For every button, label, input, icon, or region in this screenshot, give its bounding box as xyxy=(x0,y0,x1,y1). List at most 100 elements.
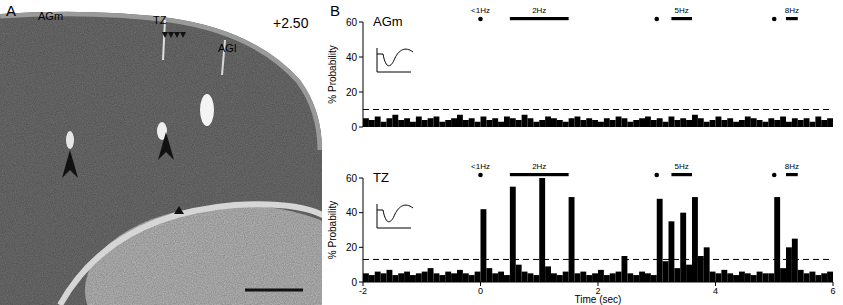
histogram-bar xyxy=(504,275,510,282)
histogram-bar xyxy=(633,275,639,282)
inset-waveform xyxy=(377,205,413,222)
figure: A+2.50AGmTZAGlB0204060% ProbabilityAGm<1… xyxy=(0,0,843,305)
histogram-bar xyxy=(457,115,463,127)
histogram-bar xyxy=(716,273,722,282)
histogram-bar xyxy=(698,118,704,127)
y-tick-label: 20 xyxy=(346,87,358,98)
region-label: AGl xyxy=(218,42,236,54)
y-tick xyxy=(359,178,363,179)
histogram-bar xyxy=(586,275,592,282)
chart-title: AGm xyxy=(373,14,403,29)
histogram-bar xyxy=(486,268,492,282)
histogram-bar xyxy=(586,118,592,127)
y-tick-label: 60 xyxy=(346,17,358,28)
section-coordinate: +2.50 xyxy=(273,15,309,31)
stimulus-bar xyxy=(510,17,569,20)
histogram-bar xyxy=(516,265,522,282)
histogram-bar xyxy=(674,268,680,282)
arrowhead xyxy=(168,32,174,38)
histogram-bar xyxy=(598,270,604,282)
x-tick-label: 6 xyxy=(830,286,835,296)
histogram-bar xyxy=(422,120,428,127)
histogram-bar xyxy=(692,115,698,127)
histogram-bar xyxy=(727,273,733,282)
lesion xyxy=(66,131,74,149)
stimulus-bar xyxy=(786,173,798,176)
histogram-bar xyxy=(533,122,539,127)
stimulus-label: <1Hz xyxy=(471,162,490,171)
stimulus-dot xyxy=(654,173,659,178)
histogram-bar xyxy=(692,197,698,282)
histogram-bar xyxy=(539,178,545,282)
y-axis xyxy=(363,22,364,127)
histogram-bar xyxy=(763,122,769,127)
histogram-bar xyxy=(451,118,457,127)
y-tick xyxy=(359,92,363,93)
histogram-bar xyxy=(645,273,651,282)
histogram-bar xyxy=(528,273,534,282)
x-axis-label: Time (sec) xyxy=(575,294,622,305)
histogram-bar xyxy=(827,272,833,282)
arrowhead xyxy=(162,32,168,38)
y-tick xyxy=(359,247,363,248)
histogram-bar xyxy=(592,120,598,127)
histogram-bar xyxy=(410,275,416,282)
histogram-bar xyxy=(710,120,716,127)
y-axis-label: % Probability xyxy=(327,45,338,103)
histogram-bar xyxy=(475,122,481,127)
histogram-bar xyxy=(774,197,780,282)
bars xyxy=(363,178,833,282)
white-matter xyxy=(60,204,340,305)
stimulus-bar xyxy=(671,17,692,20)
histogram-bar xyxy=(557,275,563,282)
stimulus-dot xyxy=(478,173,483,178)
histogram-bar xyxy=(798,270,804,282)
histogram-bar xyxy=(657,118,663,127)
histogram-bar xyxy=(627,273,633,282)
histogram-bar xyxy=(768,273,774,282)
histogram-bar xyxy=(757,272,763,282)
histogram-bar xyxy=(575,273,581,282)
chart-title: TZ xyxy=(373,170,389,185)
histogram-bar xyxy=(510,118,516,127)
arrowhead xyxy=(174,32,180,38)
histogram-bar xyxy=(463,273,469,282)
histogram-bar xyxy=(733,122,739,127)
histogram-bar xyxy=(428,268,434,282)
histogram-bar xyxy=(387,270,393,282)
histogram-bar xyxy=(686,265,692,282)
histogram-bar xyxy=(604,118,610,127)
histogram-bar xyxy=(439,275,445,282)
histogram-bar xyxy=(392,275,398,282)
y-tick-label: 0 xyxy=(351,122,357,133)
y-tick-label: 0 xyxy=(351,277,357,288)
y-axis xyxy=(363,178,364,282)
histogram-bar xyxy=(592,273,598,282)
histogram-bar xyxy=(522,272,528,282)
histogram-bar xyxy=(469,275,475,282)
histogram-bar xyxy=(416,117,422,128)
tissue xyxy=(0,0,385,305)
histogram-bar xyxy=(387,118,393,127)
histogram-bar xyxy=(563,272,569,282)
histogram-bar xyxy=(627,122,633,127)
x-tick-label: -2 xyxy=(359,286,367,296)
histogram-bar xyxy=(481,209,487,282)
stimulus-label: 5Hz xyxy=(675,162,689,171)
histogram-bar xyxy=(757,120,763,127)
histogram-bar xyxy=(751,118,757,127)
y-tick xyxy=(359,22,363,23)
histogram-bar xyxy=(751,275,757,282)
histogram-bar xyxy=(633,120,639,127)
histogram-bar xyxy=(815,275,821,282)
stimulus-label: 5Hz xyxy=(675,6,689,15)
histogram-bar xyxy=(381,122,387,127)
panel-label: A xyxy=(6,2,16,19)
histogram-bar xyxy=(786,122,792,127)
histogram-bar xyxy=(492,273,498,282)
histogram-bar xyxy=(439,122,445,127)
histogram-bar xyxy=(704,247,710,282)
histogram-bar xyxy=(434,117,440,128)
histogram-bar xyxy=(821,273,827,282)
histogram-bar xyxy=(486,120,492,127)
